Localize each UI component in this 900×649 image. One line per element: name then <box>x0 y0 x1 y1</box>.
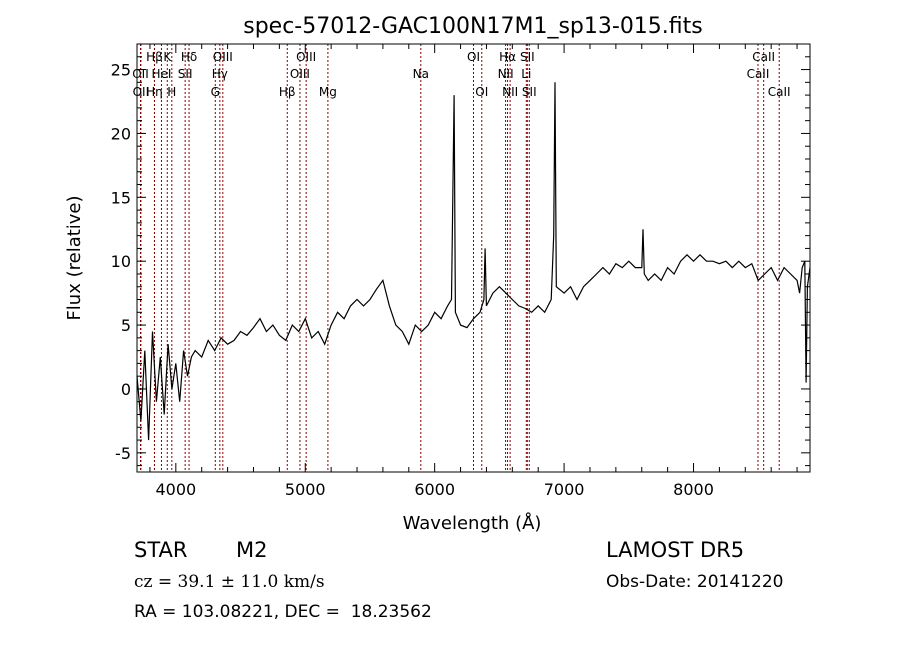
line-label: Li <box>521 67 531 81</box>
redshift-cz: cz = 39.1 ± 11.0 km/s <box>134 572 325 592</box>
y-tick-label: 25 <box>111 61 131 80</box>
line-label: H <box>167 85 176 99</box>
line-label: OIII <box>296 50 316 64</box>
object-class: STAR <box>134 538 188 562</box>
line-label: G <box>211 85 220 99</box>
x-tick-label: 8000 <box>673 480 714 499</box>
series-line-flux <box>136 82 811 441</box>
x-tick-label: 5000 <box>285 480 326 499</box>
x-tick-label: 7000 <box>544 480 585 499</box>
line-label: OI <box>467 50 480 64</box>
line-label: SII <box>178 67 193 81</box>
line-label: Hδ <box>181 50 197 64</box>
line-label: Mg <box>319 85 337 99</box>
y-axis-label: Flux (relative) <box>64 195 85 320</box>
x-axis-label: Wavelength (Å) <box>403 512 542 534</box>
line-label: SII <box>522 85 537 99</box>
line-label: OI <box>475 85 488 99</box>
object-subclass: M2 <box>236 538 268 562</box>
chart-title: spec-57012-GAC100N17M1_sp13-015.fits <box>243 14 703 39</box>
line-label: CaII <box>752 50 775 64</box>
line-label: OIII <box>290 67 310 81</box>
y-axis: -5 0 5 10 15 20 25 <box>111 56 810 467</box>
x-axis: 4000 5000 6000 7000 8000 <box>149 44 798 499</box>
line-label: Hγ <box>212 67 228 81</box>
line-label: Hβ <box>279 85 296 99</box>
plot-frame <box>136 43 811 473</box>
y-tick-label: -5 <box>115 444 131 463</box>
survey-name: LAMOST DR5 <box>606 538 745 562</box>
line-label: NII <box>498 67 514 81</box>
y-tick-label: 0 <box>121 380 131 399</box>
line-label: Na <box>413 67 429 81</box>
line-label: K <box>163 50 172 64</box>
line-label: Hβ <box>146 50 163 64</box>
y-tick-label: 15 <box>111 188 131 207</box>
y-tick-label: 20 <box>111 124 131 143</box>
ra-dec-coordinates: RA = 103.08221, DEC = 18.23562 <box>134 602 432 622</box>
line-label: CaII <box>747 67 770 81</box>
observation-date: Obs-Date: 20141220 <box>606 572 784 592</box>
y-tick-label: 5 <box>121 316 131 335</box>
line-label: HeI <box>151 67 171 81</box>
spectral-line-markers <box>139 44 780 472</box>
line-label: Hη <box>146 85 163 99</box>
y-tick-label: 10 <box>111 252 131 271</box>
line-label: CaII <box>768 85 791 99</box>
line-label: NII <box>502 85 518 99</box>
line-label: OII <box>132 67 149 81</box>
line-label: SII <box>520 50 535 64</box>
line-label: Hα <box>499 50 516 64</box>
x-tick-label: 4000 <box>155 480 196 499</box>
line-label: OIII <box>213 50 233 64</box>
x-tick-label: 6000 <box>414 480 455 499</box>
